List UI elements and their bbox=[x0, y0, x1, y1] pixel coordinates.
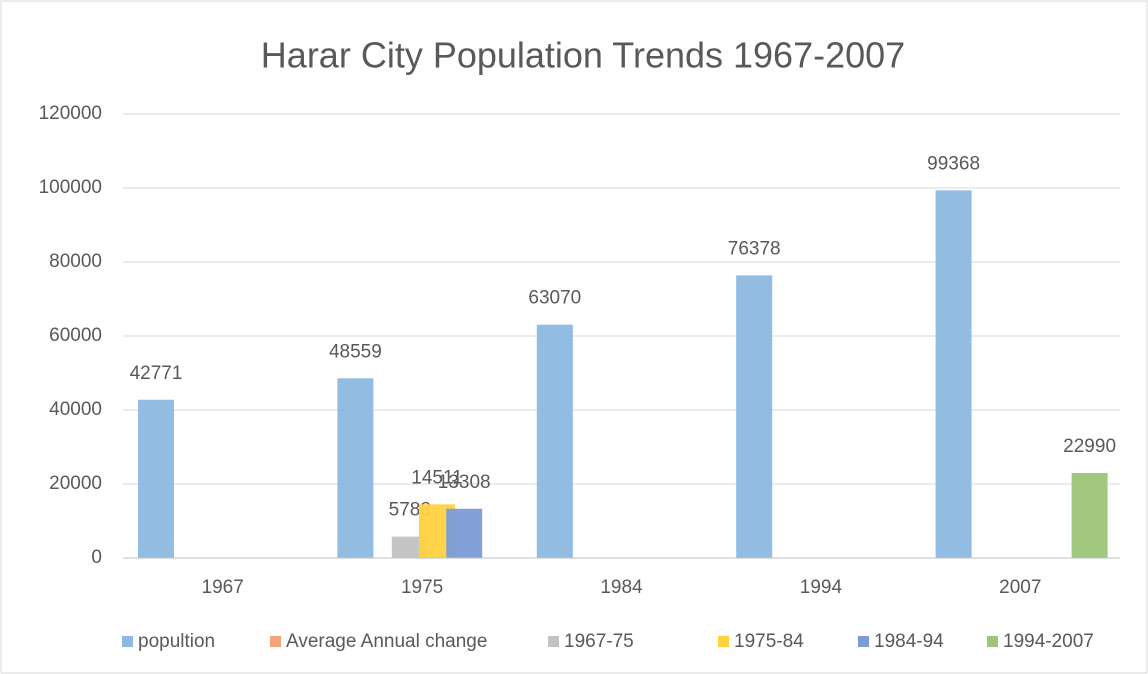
legend-label: 1994-2007 bbox=[1003, 631, 1094, 652]
data-label: 48559 bbox=[329, 341, 382, 362]
legend-label: popultion bbox=[138, 631, 215, 652]
data-label: 63070 bbox=[528, 288, 581, 309]
x-tick-label: 1994 bbox=[800, 577, 843, 598]
legend-swatch bbox=[987, 636, 998, 647]
y-tick-label: 80000 bbox=[49, 251, 102, 272]
data-label: 14511 bbox=[411, 467, 462, 488]
y-tick-label: 120000 bbox=[39, 103, 102, 124]
legend-swatch bbox=[270, 636, 281, 647]
bar bbox=[337, 378, 374, 558]
legend-label: Average Annual change bbox=[286, 631, 487, 652]
data-label: 42771 bbox=[130, 363, 183, 384]
y-tick-label: 100000 bbox=[39, 177, 102, 198]
bar bbox=[446, 508, 483, 558]
bar bbox=[391, 536, 428, 558]
legend-label: 1975-84 bbox=[734, 631, 804, 652]
bar bbox=[935, 190, 972, 559]
y-tick-label: 0 bbox=[91, 547, 102, 568]
y-tick-label: 20000 bbox=[49, 473, 102, 494]
legend-label: 1984-94 bbox=[874, 631, 944, 652]
legend-swatch bbox=[548, 636, 559, 647]
x-tick-label: 2007 bbox=[999, 577, 1041, 598]
x-tick-label: 1984 bbox=[600, 577, 643, 598]
chart-title: Harar City Population Trends 1967-2007 bbox=[261, 35, 905, 76]
x-tick-label: 1975 bbox=[401, 577, 443, 598]
bar bbox=[1071, 472, 1108, 558]
y-tick-label: 40000 bbox=[49, 399, 102, 420]
data-label: 22990 bbox=[1063, 436, 1116, 457]
bar bbox=[736, 275, 773, 558]
y-tick-label: 60000 bbox=[49, 325, 102, 346]
x-tick-label: 1967 bbox=[202, 577, 244, 598]
legend-swatch bbox=[122, 636, 133, 647]
bar bbox=[536, 324, 573, 558]
data-label: 13308 bbox=[438, 472, 491, 493]
data-label: 99368 bbox=[927, 153, 980, 174]
legend-swatch bbox=[718, 636, 729, 647]
legend-swatch bbox=[858, 636, 869, 647]
legend-label: 1967-75 bbox=[564, 631, 634, 652]
data-label: 76378 bbox=[728, 238, 781, 259]
bar bbox=[138, 399, 174, 558]
